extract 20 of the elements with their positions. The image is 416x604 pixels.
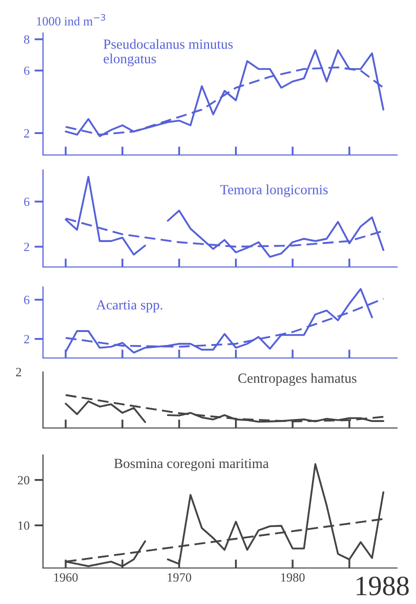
x-tick-label: 1980: [281, 573, 305, 582]
y-tick-label: 6: [24, 198, 30, 206]
y-axis-title: 1000 ind m$^{−3}$: [37, 14, 106, 26]
y-tick-label: 2: [24, 334, 30, 344]
y-tick-label: 2: [24, 242, 30, 252]
y-tick-label: 2: [24, 129, 30, 138]
line-series: [64, 49, 384, 138]
text: Centropages hamatus: [238, 373, 356, 386]
text: 1988: [356, 576, 409, 596]
annotation: Bosmina coregoni maritima: [114, 458, 269, 471]
annotation: Acartia spp.: [96, 300, 162, 312]
y-tick-label: 6: [24, 66, 30, 75]
y-tick-label: 6: [24, 296, 30, 304]
y-tick-label: 10: [18, 521, 30, 530]
y-tick-label: 20: [18, 476, 30, 484]
x-tick-label: 1970: [168, 573, 192, 582]
annotation: Temora longicornis: [220, 184, 328, 198]
y-tick-label: 8: [24, 35, 30, 44]
annotation: Pseudocalanus minutus elongatus: [104, 39, 233, 66]
x-tick-label: 1960: [54, 573, 78, 582]
